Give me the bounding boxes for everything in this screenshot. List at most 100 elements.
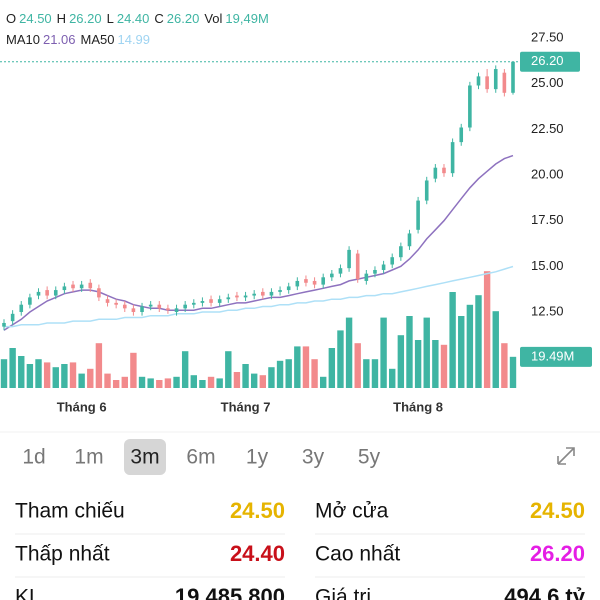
volume-bar bbox=[61, 364, 68, 388]
candle-body bbox=[330, 273, 334, 278]
volume-bar bbox=[414, 340, 422, 388]
candle-body bbox=[364, 273, 369, 281]
stat-label: Cao nhất bbox=[315, 543, 400, 566]
volume-bar bbox=[509, 356, 517, 388]
volume-bar bbox=[242, 364, 249, 388]
stat-value: 494.6 tỷ bbox=[504, 584, 585, 600]
volume-bar bbox=[302, 346, 310, 388]
y-tick-label: 20.00 bbox=[531, 166, 564, 181]
stat-label: Thấp nhất bbox=[15, 543, 110, 566]
candle-body bbox=[399, 246, 403, 258]
volume-bar bbox=[294, 346, 301, 388]
candle-body bbox=[433, 167, 438, 179]
volume-bar bbox=[78, 373, 85, 388]
candle-body bbox=[166, 308, 170, 311]
stat-value: 24.50 bbox=[230, 498, 285, 523]
volume-bar bbox=[35, 359, 42, 388]
volume-bar bbox=[250, 373, 258, 388]
volume-bar bbox=[406, 316, 413, 388]
last-volume-box bbox=[520, 346, 592, 367]
volume-bar bbox=[371, 359, 379, 388]
candle-body bbox=[45, 290, 49, 296]
volume-bar bbox=[112, 380, 120, 388]
tab[interactable]: 5y bbox=[358, 446, 381, 469]
volume-bar bbox=[259, 375, 267, 388]
volume-bar bbox=[345, 317, 353, 388]
tab-selected bbox=[124, 439, 166, 475]
header-label: H bbox=[57, 11, 66, 26]
candle-body bbox=[10, 313, 15, 322]
header-line: MA10 21.06 MA50 14.99 bbox=[6, 32, 150, 47]
volume-bar bbox=[501, 343, 508, 388]
volume-bar bbox=[449, 292, 456, 388]
tab[interactable]: 6m bbox=[186, 446, 215, 469]
volume-bar bbox=[423, 317, 430, 388]
candle-body bbox=[200, 301, 205, 303]
candle-body bbox=[71, 284, 75, 289]
candle-body bbox=[226, 297, 231, 300]
volume-bar bbox=[389, 368, 396, 388]
candle-body bbox=[286, 286, 291, 291]
tab[interactable]: 1m bbox=[74, 446, 103, 469]
candle-body bbox=[174, 308, 179, 312]
tab[interactable]: 3m bbox=[130, 446, 159, 469]
candle-body bbox=[140, 306, 144, 312]
volume-bar bbox=[492, 311, 499, 388]
volume-bar bbox=[43, 362, 51, 388]
stat-label: Mở cửa bbox=[315, 500, 389, 523]
y-tick-label: 15.00 bbox=[531, 258, 564, 273]
header-value: 26.20 bbox=[167, 11, 200, 26]
volume-bar bbox=[380, 317, 387, 388]
candle-body bbox=[459, 127, 464, 143]
candle-body bbox=[407, 233, 412, 247]
candle-body bbox=[338, 268, 343, 274]
header-label: C bbox=[154, 11, 163, 26]
candle-body bbox=[36, 291, 41, 296]
x-tick-label: Tháng 6 bbox=[57, 399, 107, 414]
header-value: 19,49M bbox=[225, 11, 268, 26]
candle-body bbox=[381, 264, 386, 270]
x-tick-label: Tháng 8 bbox=[393, 399, 443, 414]
volume-bar bbox=[354, 343, 361, 388]
volume-bar bbox=[26, 364, 34, 388]
header-value: 26.20 bbox=[69, 11, 102, 26]
candle-body bbox=[2, 322, 6, 327]
volume-bar bbox=[216, 378, 223, 388]
candle-body bbox=[19, 304, 24, 312]
volume-bar bbox=[104, 373, 111, 388]
expand-icon[interactable] bbox=[557, 447, 575, 465]
ma-line bbox=[3, 154, 514, 331]
volume-bar bbox=[173, 376, 180, 388]
volume-bar bbox=[138, 376, 146, 388]
header-value: 21.06 bbox=[43, 32, 76, 47]
header-value: 24.50 bbox=[19, 11, 52, 26]
y-tick-label: 12.50 bbox=[531, 303, 564, 318]
volume-bar bbox=[320, 376, 327, 388]
volume-bar bbox=[95, 343, 103, 388]
y-tick-label: 27.50 bbox=[531, 29, 564, 44]
candle-body bbox=[442, 167, 446, 174]
stat-value: 19,485,800 bbox=[175, 584, 285, 600]
tab[interactable]: 1y bbox=[246, 446, 269, 469]
volume-bar bbox=[397, 335, 405, 388]
stat-label: Giá trị bbox=[315, 586, 371, 600]
candle-body bbox=[312, 280, 317, 285]
volume-bar bbox=[276, 360, 284, 388]
candle-body bbox=[476, 76, 481, 86]
x-tick-label: Tháng 7 bbox=[221, 399, 271, 414]
y-tick-label: 22.50 bbox=[531, 121, 564, 136]
tab[interactable]: 1d bbox=[22, 446, 45, 469]
candle-body bbox=[53, 290, 58, 296]
candle-body bbox=[148, 304, 153, 307]
candle-body bbox=[97, 288, 101, 298]
volume-bar bbox=[483, 271, 491, 388]
volume-bar bbox=[233, 372, 241, 388]
candle-body bbox=[191, 302, 196, 305]
tab[interactable]: 3y bbox=[302, 446, 325, 469]
volume-bar bbox=[285, 359, 292, 388]
candle-body bbox=[209, 299, 213, 303]
header-line: O 24.50 H 26.20 L 24.40 C 26.20 Vol 19,49M bbox=[6, 11, 269, 26]
volume-bar bbox=[311, 359, 318, 388]
volume-bar bbox=[199, 380, 206, 388]
